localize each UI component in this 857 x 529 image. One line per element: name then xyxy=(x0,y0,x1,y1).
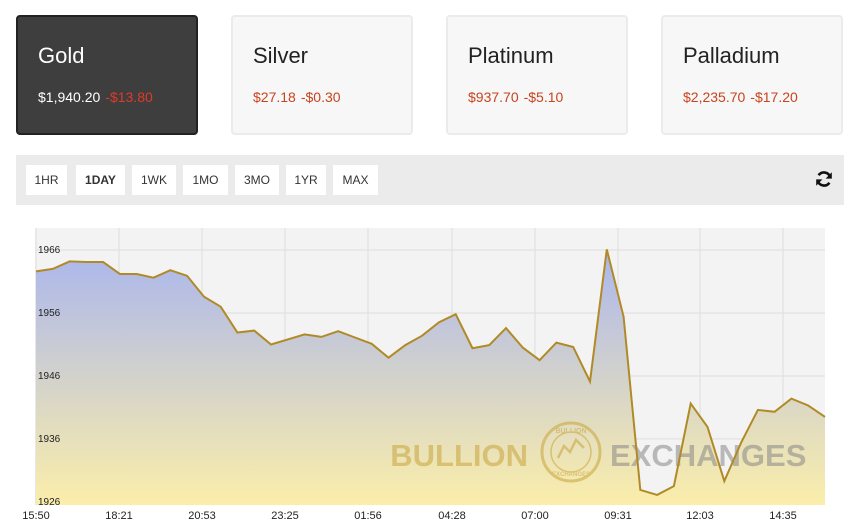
metal-card-platinum[interactable]: Platinum $937.70 -$5.10 xyxy=(446,15,628,135)
price-line xyxy=(35,249,826,496)
metal-change: -$13.80 xyxy=(105,89,153,105)
chart-toolbar: 1HR 1DAY 1WK 1MO 3MO 1YR MAX xyxy=(16,155,844,205)
metal-card-palladium[interactable]: Palladium $2,235.70 -$17.20 xyxy=(661,15,843,135)
metal-price-row: $27.18 -$0.30 xyxy=(253,89,341,105)
x-tick-label: 01:56 xyxy=(354,510,382,522)
x-tick-label: 15:50 xyxy=(22,510,50,522)
range-button-3mo[interactable]: 3MO xyxy=(235,165,279,195)
metal-name: Gold xyxy=(38,43,85,68)
x-tick-label: 12:03 xyxy=(686,510,714,522)
x-tick-label: 04:28 xyxy=(438,510,466,522)
metal-price: $2,235.70 xyxy=(683,89,746,105)
metal-price-row: $2,235.70 -$17.20 xyxy=(683,89,798,105)
range-button-1hr[interactable]: 1HR xyxy=(26,165,67,195)
metal-price-row: $937.70 -$5.10 xyxy=(468,89,563,105)
metal-price: $937.70 xyxy=(468,89,519,105)
x-tick-label: 09:31 xyxy=(604,510,632,522)
watermark-seal-top: BULLION xyxy=(555,428,586,435)
y-tick-label: 1946 xyxy=(38,371,61,382)
watermark-seal xyxy=(540,421,602,483)
metal-change: -$5.10 xyxy=(523,89,564,105)
y-tick-label: 1956 xyxy=(38,308,61,319)
x-tick-label: 14:35 xyxy=(769,510,797,522)
price-area xyxy=(36,249,825,505)
range-button-1yr[interactable]: 1YR xyxy=(286,165,326,195)
metal-cards: Gold $1,940.20 -$13.80 Silver $27.18 -$0.30 Pl… xyxy=(16,15,844,135)
watermark: BULLION BULLION EXCHANGES EXCHANGES xyxy=(390,421,806,483)
range-button-max[interactable]: MAX xyxy=(333,165,378,195)
metal-price-row: $1,940.20 -$13.80 xyxy=(38,89,153,105)
y-tick-label: 1926 xyxy=(38,497,61,508)
metal-change: -$0.30 xyxy=(300,89,341,105)
metal-change: -$17.20 xyxy=(750,89,798,105)
range-button-1day[interactable]: 1DAY xyxy=(76,165,125,195)
x-tick-label: 23:25 xyxy=(271,510,299,522)
watermark-seal-inner xyxy=(550,431,592,473)
metal-name: Silver xyxy=(253,43,309,68)
y-tick-label: 1966 xyxy=(38,245,61,256)
metal-card-gold[interactable]: Gold $1,940.20 -$13.80 xyxy=(16,15,198,135)
metal-price: $1,940.20 xyxy=(38,89,101,105)
watermark-left-text: BULLION xyxy=(390,438,528,473)
range-button-1mo[interactable]: 1MO xyxy=(183,165,228,195)
refresh-icon[interactable] xyxy=(814,169,834,189)
metal-price: $27.18 xyxy=(253,89,296,105)
y-tick-label: 1936 xyxy=(38,434,61,445)
x-tick-label: 07:00 xyxy=(521,510,549,522)
metal-card-silver[interactable]: Silver $27.18 -$0.30 xyxy=(231,15,413,135)
watermark-right-text: EXCHANGES xyxy=(610,438,806,473)
watermark-seal-bottom: EXCHANGES xyxy=(552,472,590,478)
metal-name: Palladium xyxy=(683,43,780,68)
x-tick-label: 20:53 xyxy=(188,510,216,522)
bull-icon xyxy=(556,437,585,459)
range-button-1wk[interactable]: 1WK xyxy=(132,165,176,195)
x-tick-label: 18:21 xyxy=(105,510,133,522)
metal-name: Platinum xyxy=(468,43,554,68)
